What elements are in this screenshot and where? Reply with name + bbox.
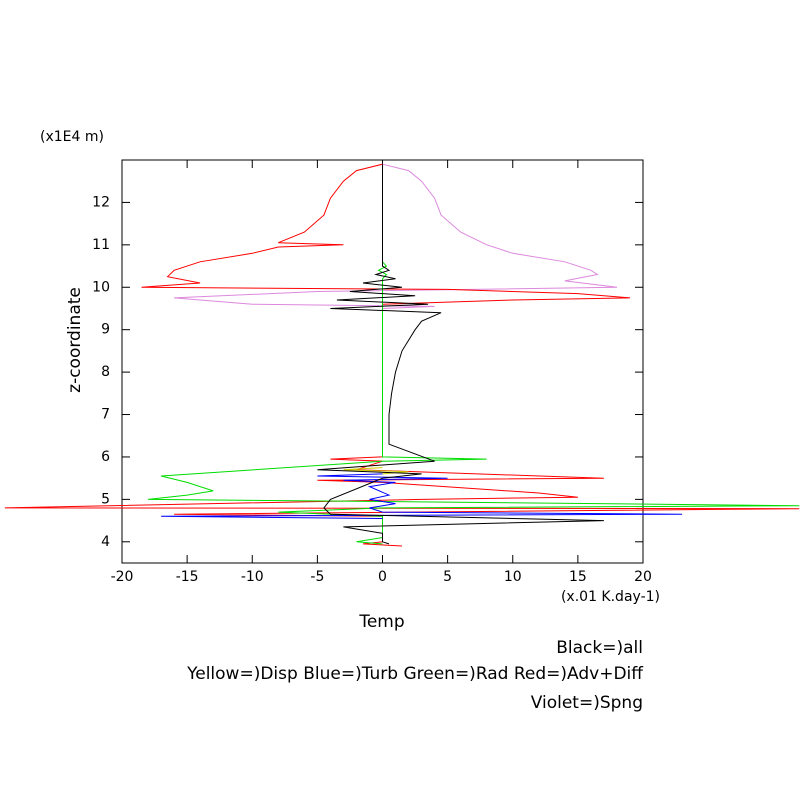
y-tick-label: 10 — [92, 279, 110, 295]
y-label: z-coordinate — [65, 287, 85, 393]
legend-line: Yellow=)Disp Blue=)Turb Green=)Rad Red=)… — [186, 664, 644, 684]
profile-line — [174, 163, 618, 313]
x-tick-label: -5 — [310, 569, 324, 585]
y-tick-label: 5 — [101, 491, 110, 507]
x-label: Temp — [358, 612, 404, 632]
x-tick-label: 15 — [569, 569, 587, 585]
x-tick-label: 20 — [634, 569, 652, 585]
x-unit: (x.01 K.day-1) — [561, 589, 660, 605]
x-tick-label: -15 — [176, 569, 199, 585]
x-tick-label: 10 — [504, 569, 522, 585]
x-tick-label: 5 — [443, 569, 452, 585]
legend-line: Violet=)Spng — [531, 693, 643, 713]
y-unit: (x1E4 m) — [40, 129, 104, 145]
x-tick-label: -10 — [241, 569, 264, 585]
x-tick-label: 0 — [378, 569, 387, 585]
profile-line — [317, 164, 604, 545]
y-tick-label: 9 — [101, 322, 110, 338]
y-tick-label: 11 — [92, 237, 110, 253]
x-tick-label: -20 — [111, 569, 134, 585]
profile-line — [161, 473, 683, 519]
y-tick-label: 4 — [101, 534, 110, 550]
y-tick-label: 12 — [92, 194, 110, 210]
y-tick-label: 6 — [101, 449, 110, 465]
profile-line — [4, 163, 800, 547]
legend-line: Black=)all — [556, 638, 643, 658]
y-tick-label: 7 — [101, 407, 110, 423]
y-tick-label: 8 — [101, 364, 110, 380]
